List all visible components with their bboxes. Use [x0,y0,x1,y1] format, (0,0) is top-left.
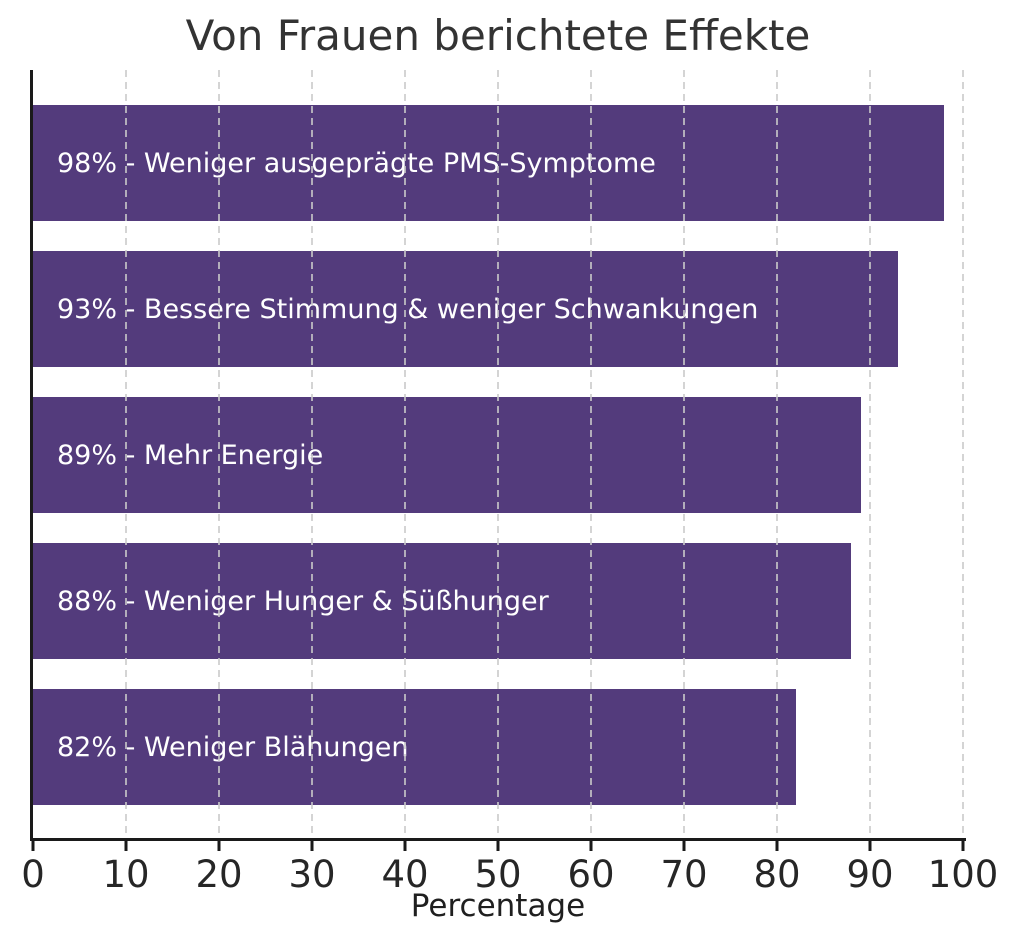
bar [33,543,852,659]
x-tick-mark [403,841,407,851]
bar-row: 82% - Weniger Blähungen [33,689,963,805]
x-tick-label: 40 [381,853,429,896]
y-axis-spine [30,70,33,841]
x-tick-mark [31,841,35,851]
x-tick-mark [775,841,779,851]
chart-title: Von Frauen berichtete Effekte [185,11,811,60]
gridline [497,70,499,838]
bar-value-label: 93% - Bessere Stimmung & weniger Schwank… [57,293,759,325]
bar-row: 93% - Bessere Stimmung & weniger Schwank… [33,251,963,367]
x-tick-label: 50 [474,853,522,896]
x-tick-mark [496,841,500,851]
x-tick-label: 20 [195,853,243,896]
x-axis-spine [30,838,966,841]
gridline [125,70,127,838]
bar [33,397,861,513]
bar [33,105,945,221]
x-tick-label: 30 [288,853,336,896]
x-tick-mark [868,841,872,851]
bar-row: 88% - Weniger Hunger & Süßhunger [33,543,963,659]
x-tick-label: 100 [927,853,999,896]
x-tick-label: 80 [753,853,801,896]
bar-row: 98% - Weniger ausgeprägte PMS-Symptome [33,105,963,221]
x-axis-label: Percentage [410,888,586,924]
bar-value-label: 82% - Weniger Blähungen [57,731,409,763]
x-tick-mark [589,841,593,851]
plot-area: 98% - Weniger ausgeprägte PMS-Symptome 93… [21,70,998,896]
gridline [311,70,313,838]
bar-value-label: 88% - Weniger Hunger & Süßhunger [57,585,549,617]
gridline [962,70,964,838]
x-tick-label: 70 [660,853,708,896]
gridline [404,70,406,838]
gridline [683,70,685,838]
x-tick-mark [217,841,221,851]
x-tick-label: 0 [21,853,45,896]
x-tick-mark [961,841,965,851]
bar [33,251,898,367]
x-tick-mark [124,841,128,851]
gridline [776,70,778,838]
bar [33,689,796,805]
x-tick-mark [310,841,314,851]
gridline [590,70,592,838]
x-tick-mark [682,841,686,851]
bar-row: 89% - Mehr Energie [33,397,963,513]
bar-value-label: 89% - Mehr Energie [57,439,324,471]
x-tick-label: 90 [846,853,894,896]
bar-value-label: 98% - Weniger ausgeprägte PMS-Symptome [57,147,656,179]
x-tick-label: 60 [567,853,615,896]
gridline [218,70,220,838]
x-tick-label: 10 [102,853,150,896]
gridline [869,70,871,838]
